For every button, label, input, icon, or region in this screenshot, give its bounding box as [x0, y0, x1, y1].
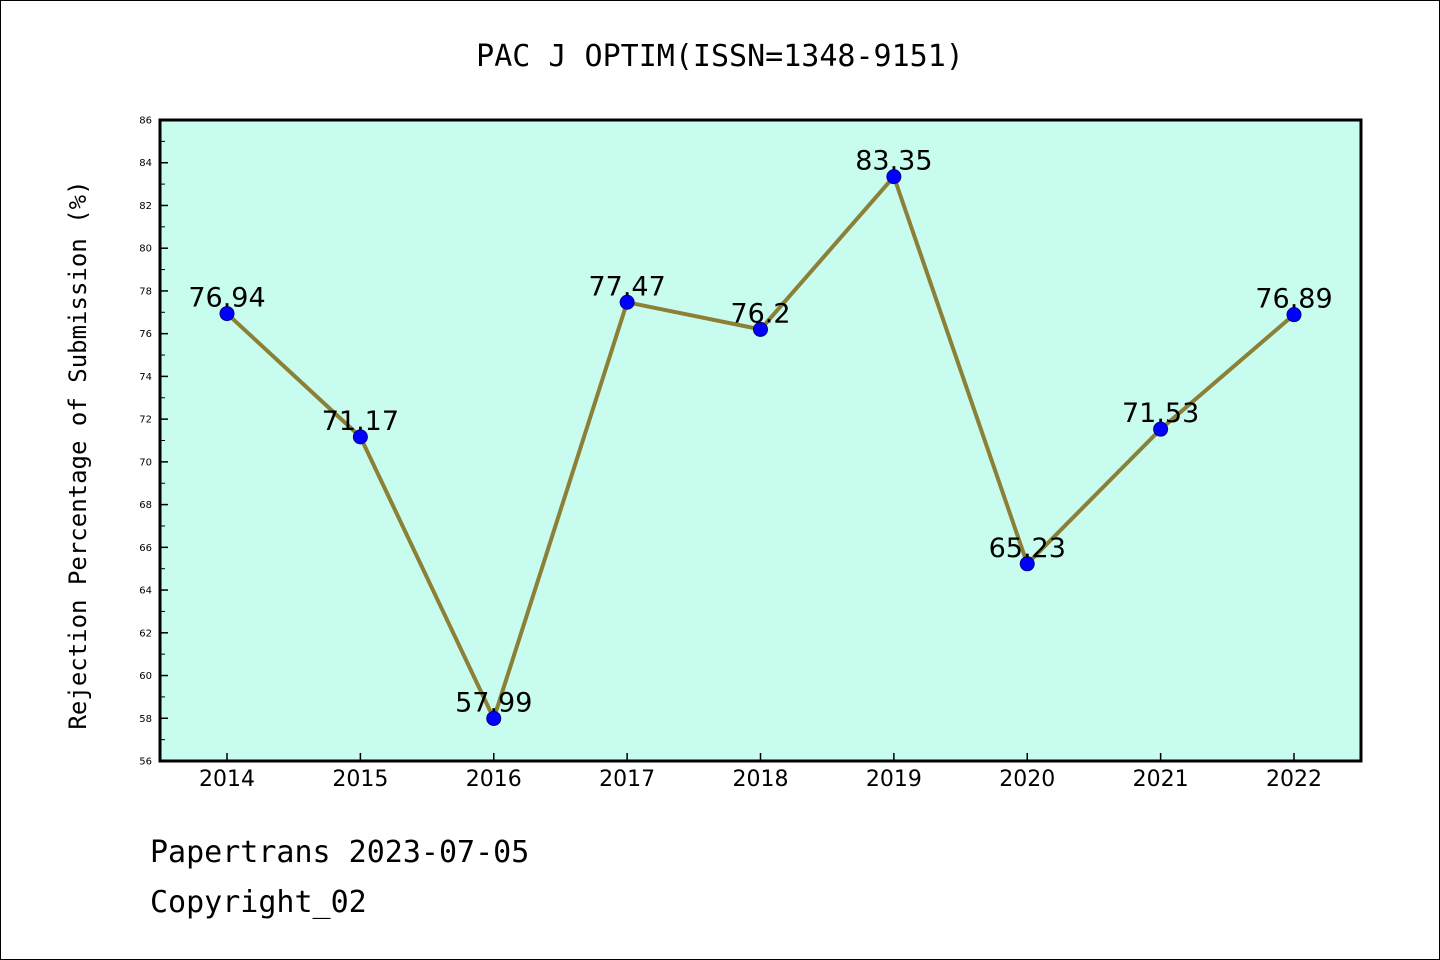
data-label: 57.99 [455, 687, 532, 718]
y-tick-label: 66 [139, 543, 152, 554]
data-point [1019, 556, 1035, 572]
data-label: 76.89 [1255, 284, 1332, 315]
data-point [1153, 421, 1169, 437]
y-tick-label: 80 [139, 244, 152, 255]
y-tick-label: 78 [139, 286, 152, 297]
data-point [1286, 307, 1302, 323]
data-point [352, 429, 368, 445]
x-tick-label: 2019 [866, 767, 922, 792]
chart-title: PAC J OPTIM(ISSN=1348-9151) [476, 39, 964, 74]
x-tick-label: 2015 [332, 767, 388, 792]
y-tick-label: 58 [139, 714, 152, 725]
footer-copyright: Copyright_02 [150, 885, 367, 920]
data-label: 71.17 [322, 406, 399, 437]
y-tick-label: 82 [139, 201, 152, 212]
footer-date: Papertrans 2023-07-05 [150, 835, 530, 870]
x-tick-label: 2020 [999, 767, 1055, 792]
plot-area [158, 118, 1363, 763]
data-points [219, 169, 1302, 726]
data-label: 71.53 [1122, 398, 1199, 429]
y-tick-label: 70 [139, 457, 152, 468]
y-tick-label: 74 [139, 372, 152, 383]
data-label: 83.35 [855, 146, 932, 177]
data-label: 76.2 [730, 298, 790, 329]
data-point [619, 294, 635, 310]
y-tick-label: 72 [139, 415, 152, 426]
y-axis-ticks: 56 58 60 62 64 66 68 70 72 74 76 78 80 82 84 86 [139, 116, 168, 768]
data-point [486, 710, 502, 726]
data-point [886, 169, 902, 185]
y-tick-label: 64 [139, 586, 152, 597]
x-tick-label: 2017 [599, 767, 655, 792]
y-tick-label: 60 [139, 671, 152, 682]
x-tick-label: 2016 [466, 767, 522, 792]
y-tick-label: 76 [139, 329, 152, 340]
y-tick-label: 62 [139, 628, 152, 639]
x-tick-label: 2021 [1133, 767, 1189, 792]
data-label: 76.94 [188, 283, 265, 314]
y-tick-label: 56 [139, 757, 152, 768]
y-axis-label: Rejection Percentage of Submission (%) [64, 180, 92, 729]
x-tick-label: 2018 [733, 767, 789, 792]
data-label: 65.23 [989, 533, 1066, 564]
y-tick-label: 86 [139, 116, 152, 127]
data-labels: 76.94 71.17 57.99 77.47 76.2 83.35 65.23 71.53 7… [188, 146, 1332, 719]
x-axis-ticks: 2014 2015 2016 2017 2018 2019 2020 2021 2022 [199, 753, 1322, 792]
data-point [753, 321, 768, 337]
y-tick-label: 84 [139, 158, 152, 169]
x-tick-label: 2022 [1266, 767, 1322, 792]
x-tick-label: 2014 [199, 767, 255, 792]
y-tick-label: 68 [139, 500, 152, 511]
data-point [219, 306, 235, 322]
data-label: 77.47 [588, 271, 665, 302]
